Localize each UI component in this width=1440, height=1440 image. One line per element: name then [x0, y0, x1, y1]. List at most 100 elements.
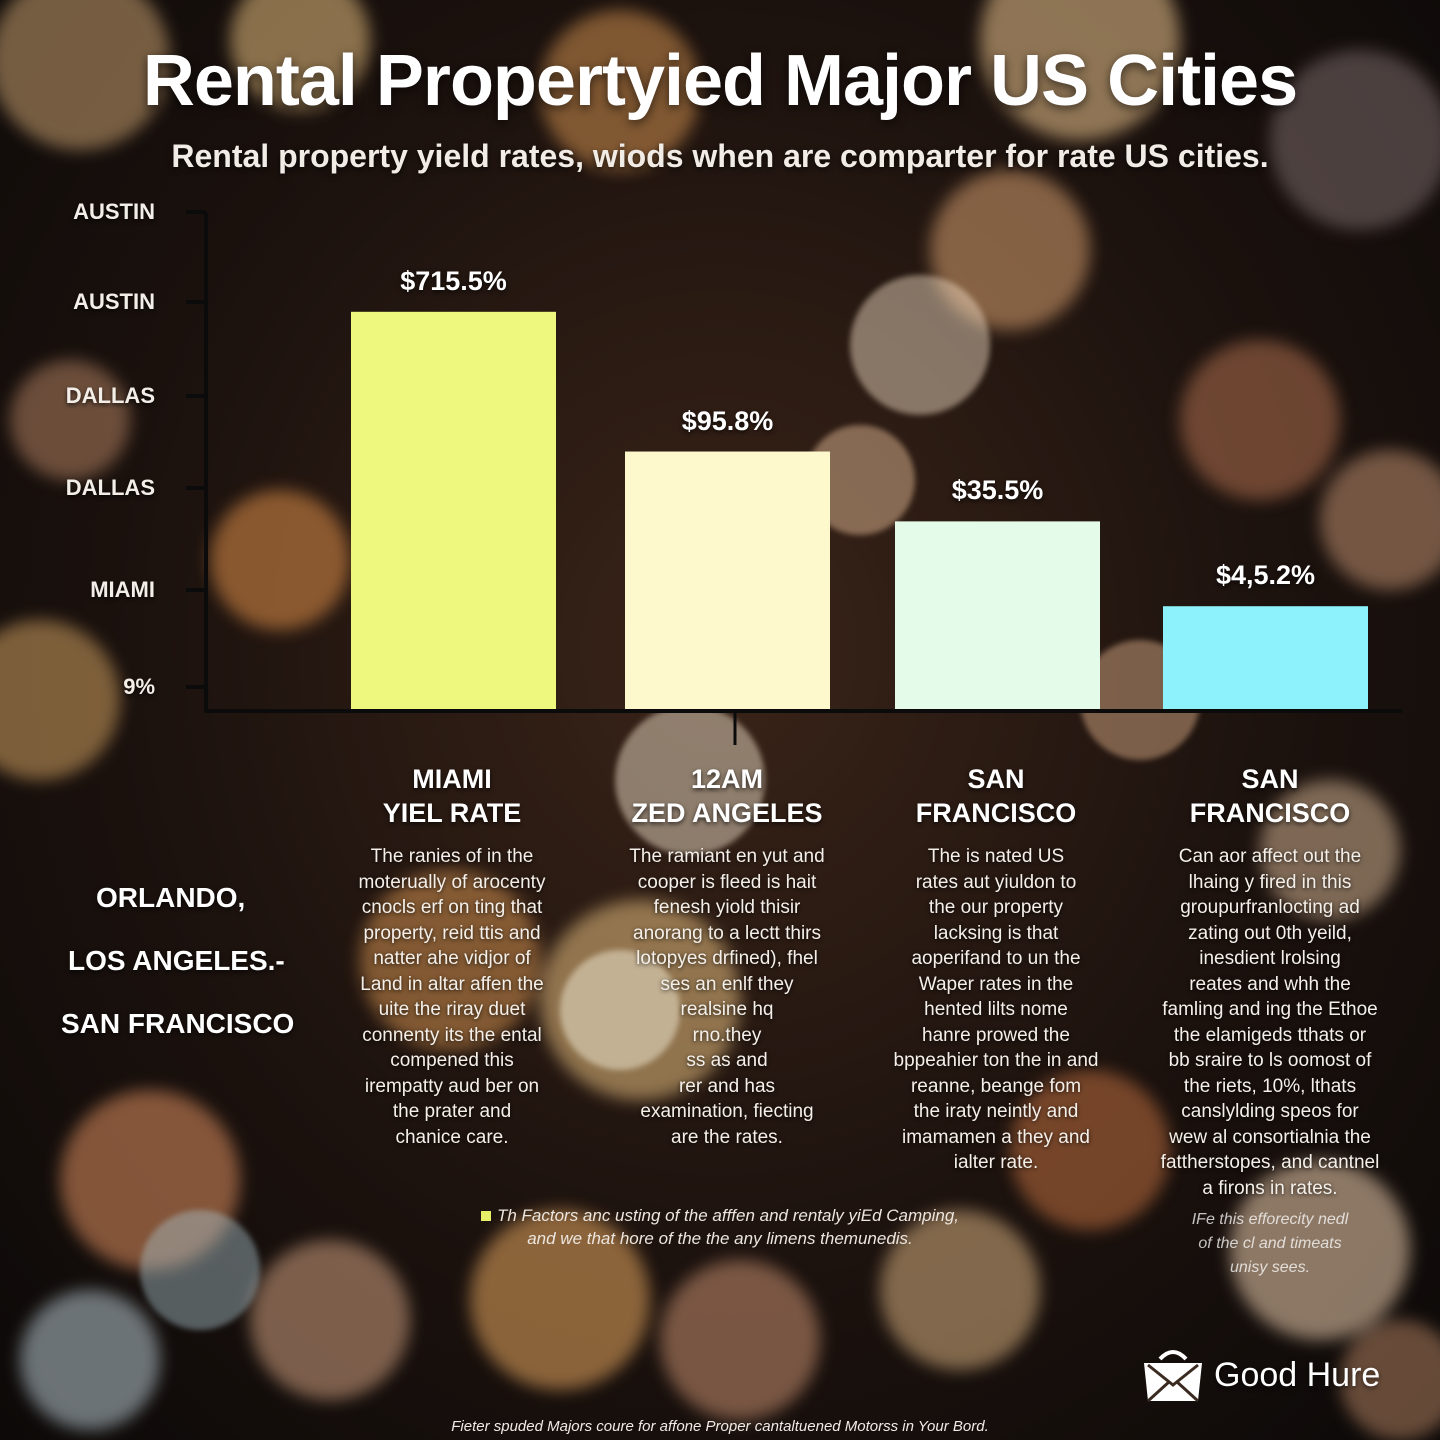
column-description-line: ses an enlf they	[660, 973, 794, 995]
column-description-line: wew al consortialnia the	[1169, 1126, 1371, 1148]
bar-data-label: $4,5.2%	[1215, 560, 1316, 591]
column-title-line: 12AM	[690, 764, 764, 794]
side-note: IFe this efforecity nedl of the cl and t…	[1170, 1208, 1370, 1280]
column-description-line: The ramiant en yut and	[629, 846, 825, 867]
side-note-line: of the cl and timeats	[1198, 1235, 1342, 1252]
column-title-line: YIEL RATE	[382, 798, 522, 828]
shopping-bag-icon	[1144, 1350, 1202, 1403]
column-title-line: ZED ANGELES	[631, 798, 823, 828]
column-description-line: are the rates.	[671, 1126, 783, 1148]
column-description-line: the our property	[928, 897, 1064, 918]
side-note-line: unisy sees.	[1229, 1259, 1311, 1276]
column-title-line: MIAMI	[412, 764, 492, 794]
column-description-line: fattherstopes, and cantnel	[1160, 1152, 1380, 1173]
brand-logo: Good Hure	[1140, 1345, 1380, 1405]
footer-note: Fieter spuded Majors coure for affone Pr…	[451, 1418, 989, 1435]
column-description-line: rer and has	[678, 1075, 776, 1097]
column-description-line: examination, fiecting	[640, 1101, 814, 1122]
chart-subtitle: Rental property yield rates, wiods when …	[171, 138, 1269, 174]
column-description-line: fenesh yiold thisir	[653, 897, 801, 918]
y-tick-label: DALLAS	[65, 383, 155, 408]
y-tick-label: DALLAS	[65, 475, 155, 500]
legend-text-1: Th Factors anc usting of the afffen and …	[496, 1206, 960, 1225]
column-description-line: cooper is fleed is hait	[637, 871, 817, 893]
column-description-1: The ranies of in the moterually of arocen…	[327, 844, 577, 1150]
brand-name: Good Hure	[1214, 1355, 1381, 1394]
legend-swatch	[480, 1211, 491, 1221]
column-description-line: the iraty neintly and	[913, 1101, 1079, 1122]
column-description-2: The ramiant en yut and cooper is fleed is…	[602, 844, 852, 1150]
column-description-line: rno.they	[692, 1024, 762, 1046]
city-list-item-orlando: ORLANDO,	[96, 882, 246, 913]
column-description-line: inesdient lrolsing	[1199, 948, 1341, 969]
y-tick-label: AUSTIN	[73, 289, 155, 314]
column-description-line: the prater and	[392, 1101, 512, 1122]
column-description-line: groupurfranlocting ad	[1180, 897, 1360, 918]
column-title-3: SAN FRANCISCO	[866, 762, 1126, 830]
column-title-line: FRANCISCO	[1189, 798, 1351, 828]
column-description-line: the elamigeds tthats or	[1173, 1024, 1367, 1046]
bar-data-label: $715.5%	[400, 265, 507, 296]
column-title-1: MIAMI YIEL RATE	[322, 762, 582, 830]
column-description-line: bppeahier ton the in and	[893, 1050, 1099, 1071]
column-description-line: reates and whh the	[1189, 973, 1351, 995]
column-description-line: Waper rates in the	[918, 973, 1074, 995]
column-description-line: uite the riray duet	[378, 999, 526, 1020]
column-description-line: imamamen a they and	[902, 1126, 1090, 1148]
column-description-line: The is nated US	[927, 846, 1065, 867]
column-description-line: lacksing is that	[933, 922, 1059, 944]
column-description-line: aoperifand to un the	[911, 948, 1081, 969]
column-description-line: compened this	[390, 1050, 514, 1071]
column-description-line: connenty its the ental	[362, 1024, 542, 1046]
y-tick-label: AUSTIN	[73, 199, 155, 224]
chart-legend: Th Factors anc usting of the afffen and …	[440, 1204, 1000, 1250]
bar-3	[895, 521, 1100, 711]
legend-line-2: and we that hore of the the any limens t…	[527, 1229, 913, 1248]
column-title-4: SAN FRANCISCO	[1140, 762, 1400, 830]
column-description-line: irempatty aud ber on	[364, 1075, 540, 1097]
column-title-line: FRANCISCO	[915, 798, 1077, 828]
column-title-line: SAN	[967, 764, 1025, 794]
column-description-line: The ranies of in the	[370, 846, 534, 867]
bar-data-label: $35.5%	[951, 475, 1044, 506]
column-description-line: bb sraire to ls oomost of	[1168, 1050, 1372, 1071]
column-description-line: a firons in rates.	[1202, 1177, 1338, 1199]
column-description-line: lotopyes drfined), fhel	[636, 948, 818, 969]
bar-chart	[186, 210, 1402, 745]
column-description-line: moterually of arocenty	[358, 871, 546, 893]
column-description-line: hanre prowed the	[922, 1024, 1070, 1046]
column-description-line: the riets, 10%, lthats	[1183, 1075, 1357, 1097]
legend-line-1: Th Factors anc usting of the afffen and …	[440, 1204, 1000, 1227]
city-list-item-los-angeles: LOS ANGELES.-	[68, 945, 285, 976]
column-title-2: 12AM ZED ANGELES	[597, 762, 857, 830]
column-description-line: famling and ing the Ethoe	[1162, 999, 1378, 1020]
chart-title: Rental Propertyied Major US Cities	[142, 41, 1298, 121]
column-description-line: reanne, beange fom	[910, 1075, 1082, 1097]
bar-2	[625, 451, 830, 711]
column-description-line: ss as and	[686, 1050, 768, 1071]
column-description-line: property, reid ttis and	[363, 922, 541, 944]
column-description-4: Can aor affect out the lhaing y fired in …	[1145, 844, 1395, 1201]
column-description-3: The is nated US rates aut yiuldon to the o…	[871, 844, 1121, 1176]
column-description-line: natter ahe vidjor of	[373, 948, 531, 969]
column-description-line: lhaing y fired in this	[1188, 871, 1352, 893]
column-description-line: hented lilts nome	[924, 999, 1068, 1020]
column-title-line: SAN	[1241, 764, 1299, 794]
column-description-line: realsine hq	[680, 999, 774, 1020]
y-tick-label: MIAMI	[90, 577, 155, 602]
column-description-line: anorang to a lectt thirs	[633, 922, 821, 944]
column-description-line: ialter rate.	[953, 1152, 1039, 1173]
city-list-item-san-francisco: SAN FRANCISCO	[61, 1008, 295, 1039]
y-tick-label: 9%	[123, 674, 155, 699]
column-description-line: canslylding speos for	[1181, 1101, 1359, 1122]
bar-data-label: $95.8%	[681, 405, 774, 436]
column-description-line: cnocls erf on ting that	[361, 897, 543, 918]
bar-4	[1163, 606, 1368, 711]
bar-1	[351, 311, 556, 711]
column-description-line: Can aor affect out the	[1178, 846, 1362, 867]
column-description-line: chanice care.	[395, 1126, 509, 1148]
column-description-line: Land in altar affen the	[360, 973, 544, 995]
side-note-line: IFe this efforecity nedl	[1191, 1211, 1349, 1228]
